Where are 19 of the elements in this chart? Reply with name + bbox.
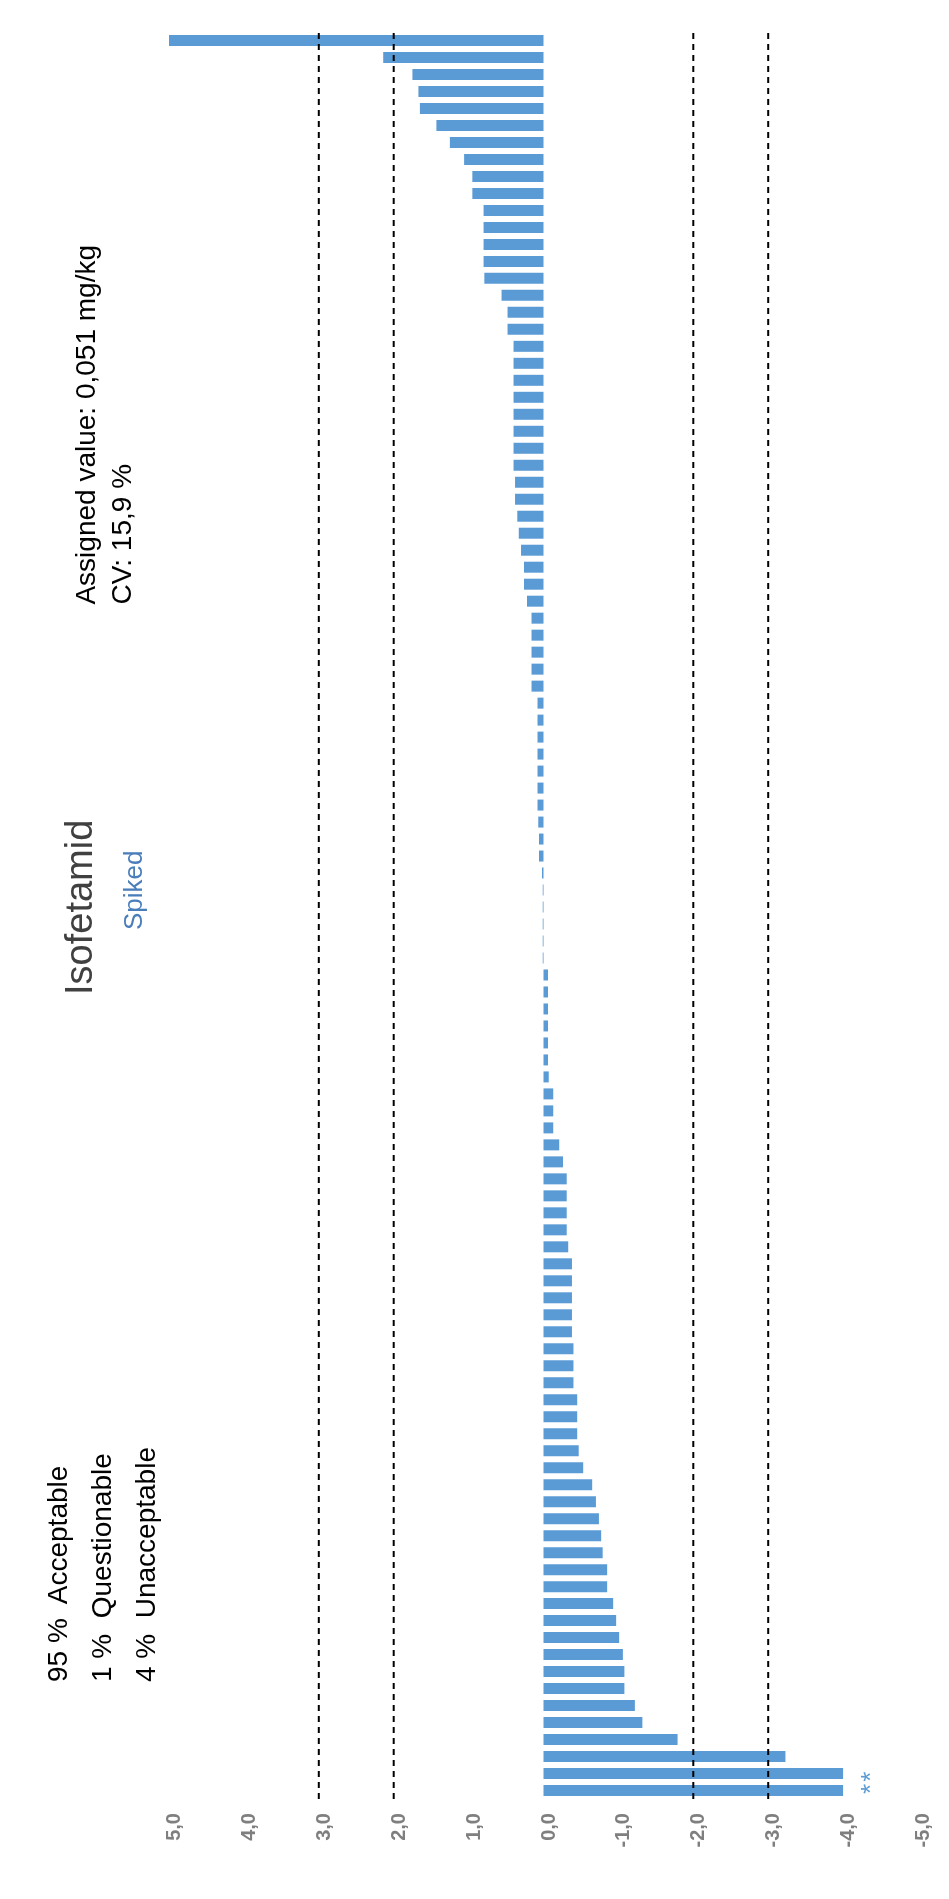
x-tick-label: -2,0 — [686, 1813, 709, 1848]
x-tick-label: 4,0 — [236, 1813, 259, 1841]
text: Isofetamid — [58, 819, 100, 995]
x-tick-label: -4,0 — [836, 1813, 859, 1848]
text: CV: 15,9 % — [106, 464, 137, 605]
x-tick-label: 5,0 — [162, 1813, 184, 1841]
text: 1 % Questionable — [86, 1453, 117, 1682]
text: 4 % Unacceptable — [130, 1446, 161, 1682]
text: Spiked — [118, 850, 148, 930]
x-tick-label: 3,0 — [311, 1813, 334, 1841]
text: Assigned value: 0,051 mg/kg — [70, 245, 101, 605]
x-tick-label: -3,0 — [761, 1813, 784, 1848]
x-tick-label: -5,0 — [911, 1813, 933, 1848]
x-tick-label: 0,0 — [536, 1813, 559, 1841]
x-tick-label: 2,0 — [386, 1813, 409, 1841]
annotation: ** — [855, 1768, 885, 1797]
x-tick-label: -1,0 — [611, 1813, 634, 1848]
x-tick-label: 1,0 — [461, 1813, 484, 1841]
text: 95 % Acceptable — [42, 1465, 73, 1682]
